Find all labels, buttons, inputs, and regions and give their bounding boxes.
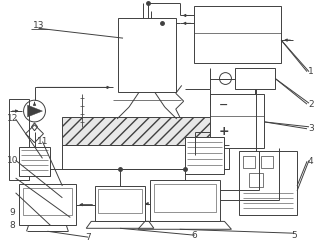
Text: 6: 6 (192, 231, 198, 240)
Text: 11: 11 (37, 137, 48, 146)
Text: 5: 5 (291, 231, 297, 240)
Bar (22, 188, 72, 216)
Bar (154, 184, 216, 212)
Bar (185, 137, 224, 174)
Bar (62, 117, 229, 145)
Bar (95, 186, 145, 221)
Text: −: − (219, 100, 228, 110)
Text: 3: 3 (308, 124, 314, 133)
Bar (249, 173, 263, 187)
Bar (62, 145, 229, 169)
Bar (210, 94, 264, 148)
Polygon shape (27, 105, 42, 117)
Bar (261, 156, 273, 168)
Text: 9: 9 (10, 208, 15, 217)
Bar (118, 18, 176, 92)
Text: 8: 8 (10, 221, 15, 230)
Text: 1: 1 (308, 67, 314, 76)
Bar (240, 151, 297, 216)
Bar (98, 189, 142, 213)
Text: 10: 10 (7, 156, 18, 165)
Text: 2: 2 (308, 100, 314, 109)
Text: 7: 7 (85, 233, 91, 242)
Bar (150, 180, 220, 221)
Bar (235, 68, 275, 89)
Bar (194, 6, 281, 63)
Text: 13: 13 (33, 21, 44, 30)
Text: +: + (218, 125, 229, 138)
Bar (9, 99, 28, 180)
Text: 12: 12 (7, 114, 18, 123)
Text: 4: 4 (308, 157, 314, 166)
Bar (19, 184, 76, 225)
Bar (19, 147, 51, 176)
Bar (243, 156, 255, 168)
